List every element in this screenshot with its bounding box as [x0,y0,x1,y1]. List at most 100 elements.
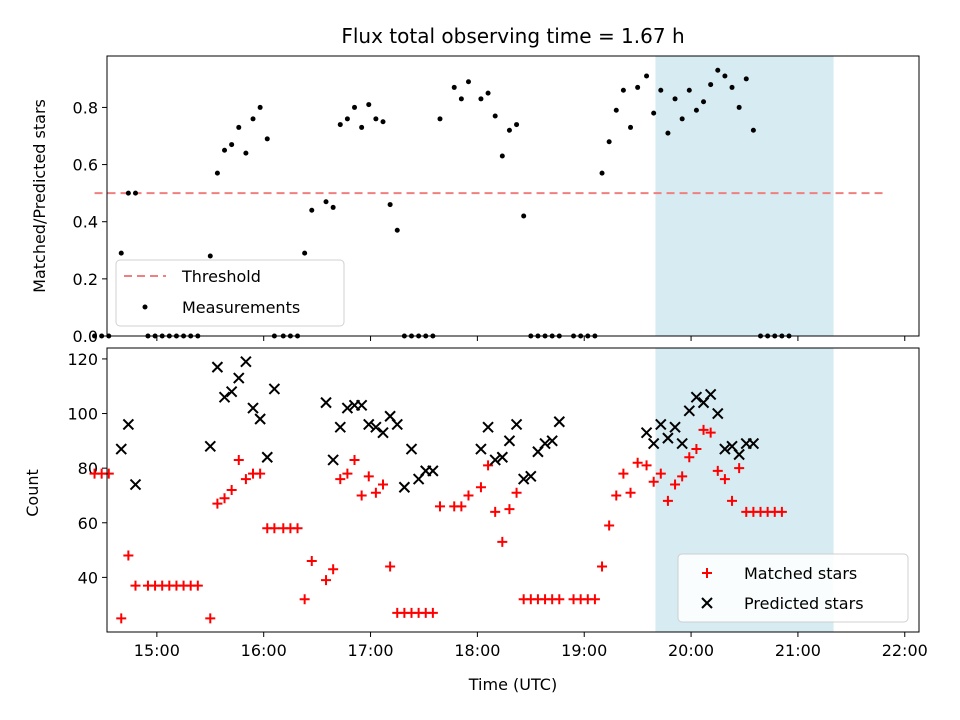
bottom-series-0-point-15 [212,498,223,509]
bottom-series-0-point-79 [698,424,709,435]
bottom-series-0-point-60 [554,594,565,605]
top-series-0-point-0 [92,333,98,339]
top-series-0-point-66 [606,139,612,145]
top-series-0-point-30 [330,204,336,210]
bottom-series-1-point-5 [218,391,231,403]
bottom-series-1-point-1 [122,418,135,431]
bottom-series-1-point-42 [647,437,660,450]
bottom-series-1-point-12 [268,383,281,395]
bottom-series-0-point-38 [385,561,396,572]
bottom-series-1-point-13 [320,396,332,409]
bottom-series-1-point-44 [662,432,674,444]
xtick-label-0: 15:00 [134,641,180,660]
bottom-series-0-point-44 [427,607,438,618]
bottom-series-0-point-69 [625,487,636,498]
bottom-series-0-point-72 [648,476,659,487]
bottom-legend-box [677,553,909,623]
top-series-0-point-28 [309,207,315,213]
bottom-ytick-label-0: 40 [78,568,98,587]
xtick-label-2: 17:00 [347,641,393,660]
matched-legend-marker [702,568,712,578]
bottom-series-0-point-75 [670,479,681,490]
top-series-0-point-52 [499,153,505,159]
bottom-series-0-point-37 [378,479,389,490]
bottom-series-0-point-74 [662,495,673,506]
bottom-series-1-point-15 [334,421,346,433]
bottom-series-1-point-41 [640,426,653,439]
top-series-0-point-76 [679,116,685,122]
bottom-series-1-point-9 [247,402,259,414]
bottom-series-1-point-8 [240,355,252,368]
bottom-series-0-point-83 [727,495,738,506]
bottom-series-0-point-50 [483,460,494,471]
xtick-label-1: 16:00 [241,641,287,660]
top-series-0-point-53 [506,127,512,133]
bottom-panel: 15:00 16:00 17:00 18:00 19:00 20:00 21:00 22:00… [23,347,928,694]
xtick-label-6: 21:00 [775,641,821,660]
bottom-series-0-point-80 [705,427,716,438]
top-series-0-point-69 [628,124,634,130]
xtick-label-4: 19:00 [561,641,607,660]
top-series-0-point-3 [118,250,124,256]
top-series-0-point-31 [337,122,343,128]
bottom-series-0-point-52 [497,536,508,547]
top-ytick-label-1: 0.2 [73,270,98,289]
bottom-axis-ticks: 15:00 16:00 17:00 18:00 19:00 20:00 21:00 22:00… [67,350,927,660]
bottom-series-0-point-49 [475,482,486,493]
top-series-0-point-75 [672,96,678,102]
top-legend-box [115,259,345,327]
bottom-ytick-label-3: 100 [67,405,98,424]
bottom-series-1-point-16 [341,402,354,414]
bottom-series-0-point-28 [306,556,317,566]
top-series-0-point-79 [701,99,707,105]
top-series-0-point-45 [437,116,443,122]
top-series-0-point-50 [485,90,491,96]
top-series-0-point-82 [722,73,728,79]
top-series-0-point-78 [693,107,699,113]
bottom-series-0-point-13 [192,580,203,591]
bottom-series-1-point-25 [405,443,418,455]
bottom-series-1-point-38 [539,437,551,450]
bottom-series-0-point-90 [776,506,787,517]
bottom-series-0-point-66 [604,520,615,531]
top-series-0-point-20 [250,116,256,122]
bottom-series-1-point-3 [204,440,216,453]
predicted-legend-marker [701,597,713,609]
bottom-legend: Matched stars Predicted stars [677,553,909,623]
top-highlight-span [655,56,834,336]
bottom-series-1-point-20 [370,421,382,433]
top-series-0-point-33 [352,104,358,110]
top-ytick-label-3: 0.6 [73,156,98,175]
top-ytick-label-4: 0.8 [73,98,98,117]
bottom-series-0-point-47 [456,501,467,512]
top-series-0-point-48 [465,79,471,85]
bottom-series-0-point-76 [677,471,688,482]
top-series-0-point-71 [644,73,650,79]
bottom-series-1-point-39 [546,435,558,447]
bottom-series-1-point-48 [690,391,703,403]
bottom-ytick-label-4: 120 [67,350,98,369]
bottom-series-0-point-19 [240,474,251,485]
top-series-0-point-81 [715,67,721,73]
measurements-legend-label: Measurements [182,298,300,317]
top-series-0-point-17 [229,142,235,148]
bottom-series-1-point-2 [129,478,142,491]
bottom-series-1-point-47 [683,405,695,417]
xtick-label-5: 20:00 [668,641,714,660]
bottom-series-0-point-48 [463,490,474,501]
bottom-axes-frame [106,347,920,633]
top-series-0-point-19 [243,150,249,156]
xtick-label-3: 18:00 [454,641,500,660]
top-series-0-point-85 [743,76,749,82]
top-series-0-point-80 [708,82,714,88]
bottom-series-1-point-28 [427,465,439,477]
bottom-series-0-point-18 [233,454,244,465]
bottom-series-0-point-84 [734,463,745,474]
bottom-series-1-point-46 [676,437,688,450]
bottom-series-0-point-53 [504,504,515,515]
bottom-series-0-point-54 [511,487,522,498]
bottom-series-0-point-34 [356,490,367,501]
bottom-series-1-point-29 [475,443,487,455]
bottom-series-1-point-51 [712,407,724,420]
top-series-0-point-21 [257,104,263,110]
